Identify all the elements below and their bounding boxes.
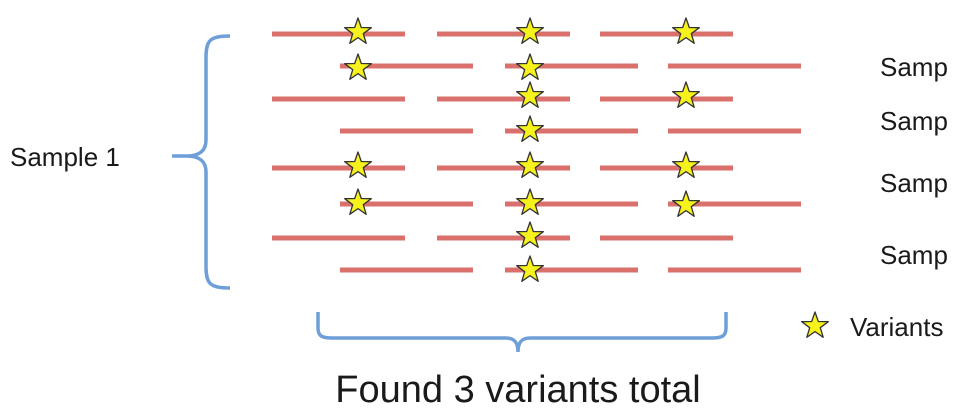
legend-variants-label: Variants [850,312,943,342]
star-icon [516,151,544,178]
total-caption: Found 3 variants total [335,369,700,411]
right-sample-label: Samp [880,52,948,82]
star-icon [516,81,544,108]
right-sample-label: Samp [880,168,948,198]
star-icon [344,151,372,178]
right-sample-label: Samp [880,240,948,270]
star-icon [516,188,544,215]
star-icon [344,188,372,215]
star-icon [516,221,544,248]
right-sample-label: Samp [880,106,948,136]
star-icon [516,115,544,142]
star-icon [672,151,700,178]
star-icon [672,81,700,108]
total-bracket [316,312,728,353]
star-icon [672,17,700,44]
legend-star-icon [801,311,829,338]
sample-bracket [185,34,231,290]
star-icon [516,53,544,80]
variant-stars [344,17,700,282]
star-icon [344,17,372,44]
sample-group-label: Sample 1 [10,142,120,172]
star-icon [672,190,700,217]
star-icon [344,53,372,80]
star-icon [516,17,544,44]
star-icon [516,255,544,282]
